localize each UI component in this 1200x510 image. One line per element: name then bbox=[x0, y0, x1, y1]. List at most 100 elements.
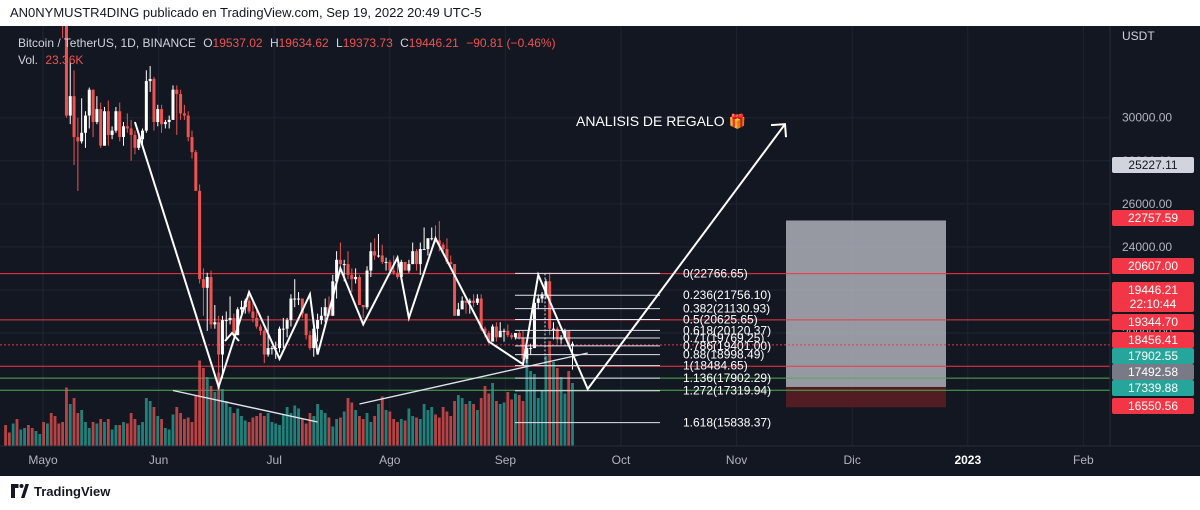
candle-body bbox=[403, 261, 407, 271]
volume-bar bbox=[221, 389, 224, 446]
candle-body bbox=[281, 328, 285, 330]
volume-bar bbox=[293, 405, 297, 446]
candle-body bbox=[361, 305, 365, 308]
volume-bar bbox=[571, 383, 574, 446]
volume-bar bbox=[34, 431, 38, 446]
volume-bar bbox=[11, 423, 15, 446]
footer: TradingView bbox=[0, 476, 1200, 510]
volume-bar bbox=[411, 416, 415, 446]
fib-level-label: 1.618(15838.37) bbox=[683, 416, 771, 430]
candle-body bbox=[312, 328, 316, 349]
volume-bar bbox=[110, 429, 114, 446]
fib-level-label: 1.136(17902.29) bbox=[683, 371, 771, 385]
publication-header: AN0NYMUSTR4DING publicado en TradingView… bbox=[0, 0, 1200, 26]
volume-bar bbox=[72, 398, 76, 446]
price-label-tag bbox=[1112, 282, 1194, 298]
candle-body bbox=[346, 264, 350, 275]
volume-bar bbox=[274, 423, 278, 446]
candle-body bbox=[217, 322, 221, 355]
volume-value: 23.36K bbox=[45, 53, 84, 67]
candle-body bbox=[342, 264, 346, 266]
volume-bar bbox=[103, 422, 106, 446]
price-label-text: 17339.88 bbox=[1128, 381, 1178, 395]
volume-bar bbox=[46, 423, 49, 446]
candle-body bbox=[236, 309, 240, 336]
volume-bar bbox=[125, 423, 129, 446]
time-axis-tick: Oct bbox=[612, 453, 631, 467]
candle-body bbox=[213, 322, 217, 325]
volume-bar bbox=[23, 428, 26, 446]
price-label-text: 17492.58 bbox=[1128, 365, 1178, 379]
price-label-text: 18456.41 bbox=[1128, 333, 1178, 347]
candle-body bbox=[99, 109, 103, 146]
candle-body bbox=[487, 333, 491, 342]
candle-body bbox=[76, 137, 80, 142]
time-axis-tick: Feb bbox=[1073, 453, 1094, 467]
candle-body bbox=[186, 115, 190, 138]
candle-body bbox=[460, 300, 464, 310]
candle-body bbox=[399, 261, 403, 278]
volume-bar bbox=[61, 422, 65, 446]
price-chart[interactable]: 0(22766.65) 0.236(21756.10)0.382(21130.93… bbox=[0, 26, 1200, 476]
candle-body bbox=[289, 298, 293, 321]
fib-level-label: 1(18484.65) bbox=[683, 359, 748, 373]
volume-bar bbox=[270, 422, 274, 446]
candle-body bbox=[536, 298, 540, 303]
price-label-text: 22:10:44 bbox=[1130, 297, 1177, 311]
candle-body bbox=[152, 78, 156, 123]
candle-body bbox=[529, 348, 533, 350]
candle-body bbox=[551, 328, 555, 330]
volume-bar bbox=[300, 419, 304, 446]
candle-body bbox=[148, 78, 152, 82]
price-label-tag bbox=[1112, 210, 1194, 226]
candle-body bbox=[510, 335, 514, 338]
candle-body bbox=[472, 300, 476, 303]
volume-bar bbox=[350, 402, 354, 446]
volume-bar bbox=[160, 419, 163, 446]
candle-body bbox=[80, 132, 84, 142]
fib-level-label: 0.786(19401.00) bbox=[683, 339, 771, 353]
volume-bar bbox=[445, 411, 449, 446]
volume-bar bbox=[468, 401, 472, 446]
candle-body bbox=[110, 130, 114, 135]
low-value: L19373.73 bbox=[336, 36, 393, 50]
open-value: O19537.02 bbox=[203, 36, 263, 50]
volume-label: Vol. bbox=[18, 53, 39, 67]
fib-level-label: 0.236(21756.10) bbox=[683, 288, 771, 302]
volume-bar bbox=[175, 407, 179, 446]
time-axis-tick: Nov bbox=[726, 453, 747, 467]
volume-bar bbox=[289, 413, 293, 446]
candle-body bbox=[167, 119, 171, 123]
candle-body bbox=[464, 300, 468, 303]
volume-bar bbox=[297, 408, 300, 446]
volume-trendline bbox=[172, 389, 318, 423]
fib-level-label: 0.382(21130.93) bbox=[683, 302, 770, 316]
candle-body bbox=[338, 259, 342, 265]
volume-bar bbox=[209, 386, 213, 446]
volume-bar bbox=[479, 398, 483, 446]
candle-body bbox=[122, 126, 126, 138]
candle-body bbox=[468, 300, 472, 303]
volume-bar bbox=[441, 407, 445, 446]
price-label-tag bbox=[1112, 258, 1194, 274]
volume-bar bbox=[392, 419, 396, 446]
volume-bar bbox=[285, 407, 289, 446]
plot-area: 0(22766.65) 0.236(21756.10)0.382(21130.93… bbox=[0, 26, 1110, 446]
volume-bar bbox=[304, 423, 308, 446]
volume-bar bbox=[472, 404, 475, 446]
volume-bar bbox=[323, 413, 327, 446]
volume-bar bbox=[141, 422, 144, 446]
volume-bar bbox=[243, 420, 247, 446]
volume-bar bbox=[251, 417, 255, 446]
time-axis-tick: Jul bbox=[267, 453, 282, 467]
candle-body bbox=[376, 255, 380, 257]
pattern-path-line bbox=[133, 121, 786, 391]
candle-body bbox=[137, 139, 141, 148]
volume-bar bbox=[53, 416, 57, 446]
candle-body bbox=[125, 126, 129, 129]
volume-bar bbox=[133, 419, 137, 446]
candle-body bbox=[239, 307, 243, 310]
price-label-text: 25227.11 bbox=[1128, 158, 1177, 172]
candle-body bbox=[285, 320, 289, 329]
volume-bar bbox=[213, 392, 217, 446]
